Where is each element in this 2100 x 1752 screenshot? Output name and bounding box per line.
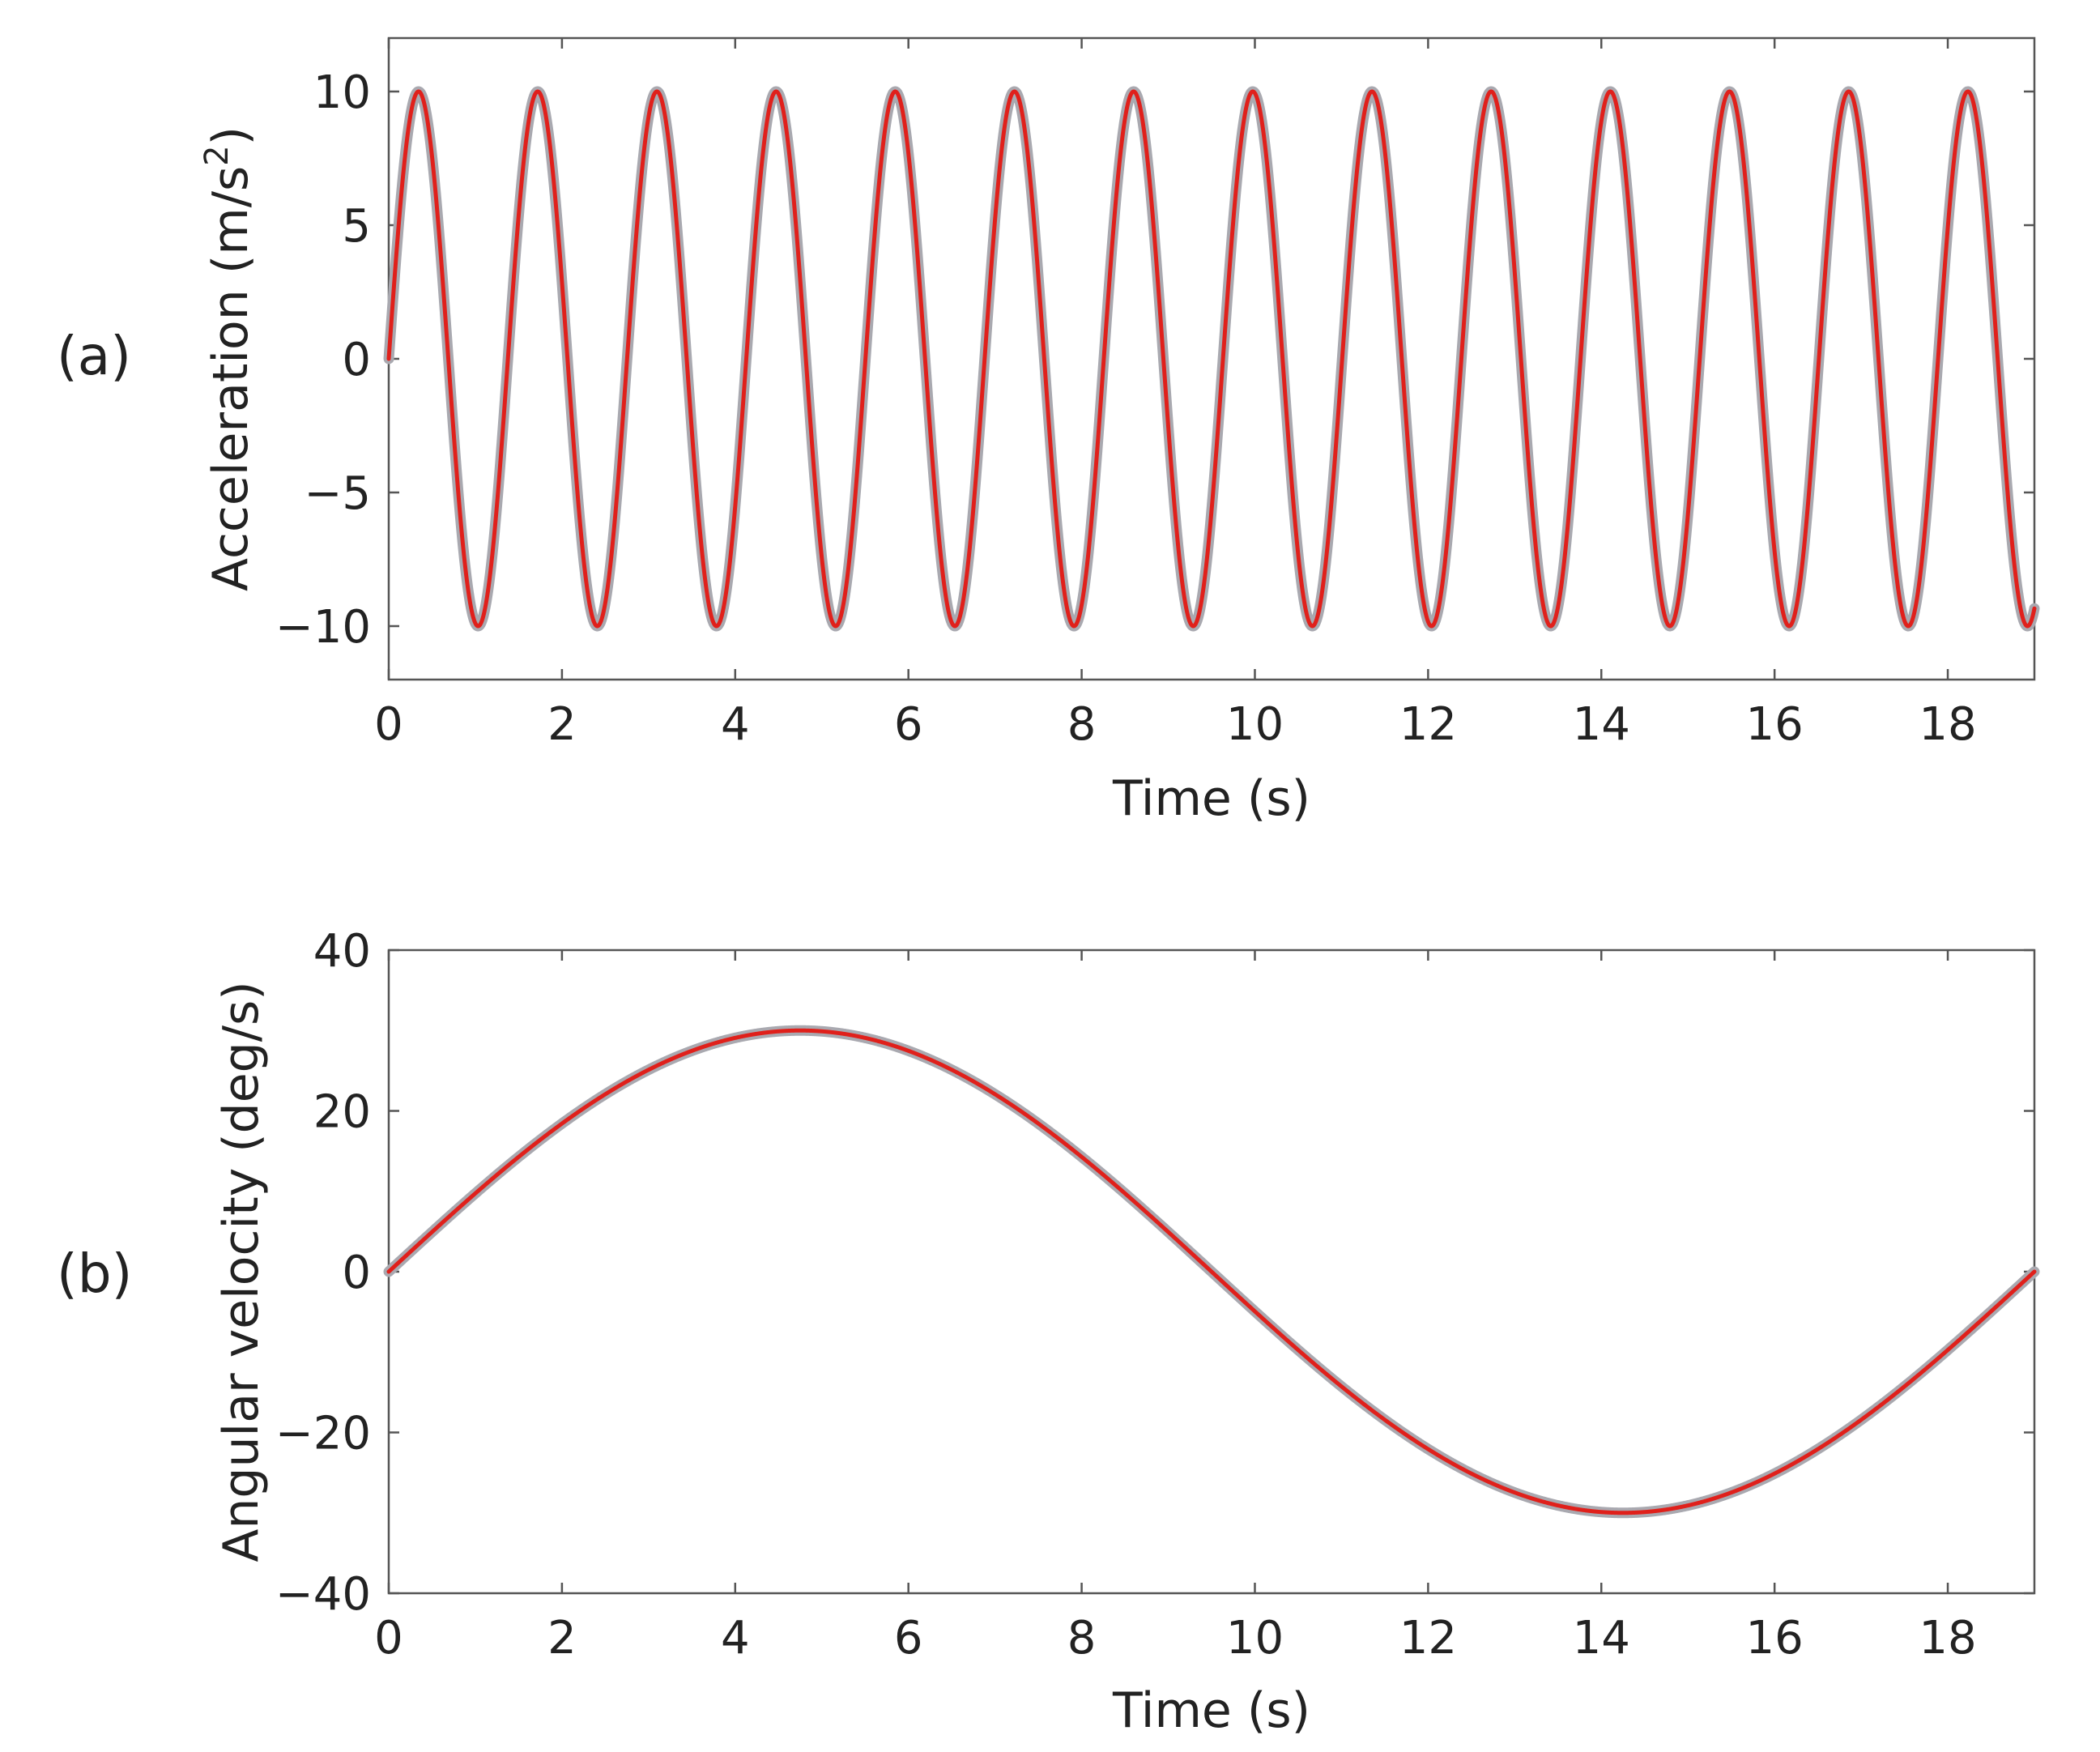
x-tick-label: 6 [894, 1612, 923, 1665]
y-ticks-b: −40 −20 0 20 40 [275, 925, 2034, 1621]
x-ticks-b: 0 2 4 6 8 10 12 14 16 18 [374, 950, 1977, 1665]
y-tick-label: 10 [313, 66, 371, 119]
y-tick-label: −5 [304, 467, 371, 520]
y-ticks-a: −10 −5 0 5 10 [275, 66, 2034, 654]
x-tick-label: 12 [1399, 698, 1457, 751]
x-tick-label: 10 [1226, 698, 1284, 751]
y-tick-label: −10 [275, 601, 371, 654]
x-tick-label: 16 [1746, 698, 1804, 751]
x-tick-label: 16 [1746, 1612, 1804, 1665]
x-axis-label-a: Time (s) [1112, 770, 1310, 827]
x-tick-label: 10 [1226, 1612, 1284, 1665]
x-tick-label: 8 [1067, 698, 1097, 751]
series-line-red [386, 89, 2037, 629]
x-tick-label: 18 [1919, 1612, 1976, 1665]
y-tick-label: 0 [342, 1247, 371, 1299]
chart-b: (b) 0 2 4 6 8 10 12 14 16 18 −40 −20 0 20 40 Time (s)… [57, 925, 2040, 1739]
x-axis-label-b: Time (s) [1112, 1682, 1310, 1739]
y-tick-label: −40 [275, 1568, 371, 1621]
y-tick-label: 5 [342, 200, 371, 253]
y-tick-label: 0 [342, 334, 371, 386]
y-axis-label-a-sup: 2 [198, 145, 236, 165]
x-tick-label: 18 [1919, 698, 1976, 751]
y-axis-label-b: Angular velocity (deg/s) [213, 981, 270, 1562]
y-axis-label-a-end: ) [202, 126, 259, 145]
series-line-red [386, 1028, 2037, 1515]
x-tick-label: 2 [547, 698, 577, 751]
x-tick-label: 8 [1067, 1612, 1097, 1665]
x-tick-label: 4 [721, 1612, 750, 1665]
x-ticks-a: 0 2 4 6 8 10 12 14 16 18 [374, 38, 1977, 751]
y-axis-label-a-main: Acceleration (m/s [202, 166, 259, 591]
x-tick-label: 2 [547, 1612, 577, 1665]
panel-label-a: (a) [57, 325, 131, 387]
y-tick-label: 20 [313, 1086, 371, 1139]
x-tick-label: 4 [721, 698, 750, 751]
plot-frame-a [387, 36, 2036, 681]
series-lines-b [383, 1025, 2040, 1519]
y-axis-label-a: Acceleration (m/s2) [198, 126, 259, 591]
x-tick-label: 0 [374, 1612, 403, 1665]
x-tick-label: 6 [894, 698, 923, 751]
x-tick-label: 0 [374, 698, 403, 751]
series-lines-a [383, 86, 2040, 632]
x-tick-label: 12 [1399, 1612, 1457, 1665]
x-tick-label: 14 [1573, 1612, 1630, 1665]
y-tick-label: −20 [275, 1408, 371, 1460]
chart-a: (a) 0 2 4 6 8 10 12 14 16 18 −10 −5 0 5 10 Time (s) A… [57, 36, 2040, 827]
panel-label-b: (b) [57, 1243, 132, 1305]
y-tick-label: 40 [313, 925, 371, 978]
x-tick-label: 14 [1573, 698, 1630, 751]
